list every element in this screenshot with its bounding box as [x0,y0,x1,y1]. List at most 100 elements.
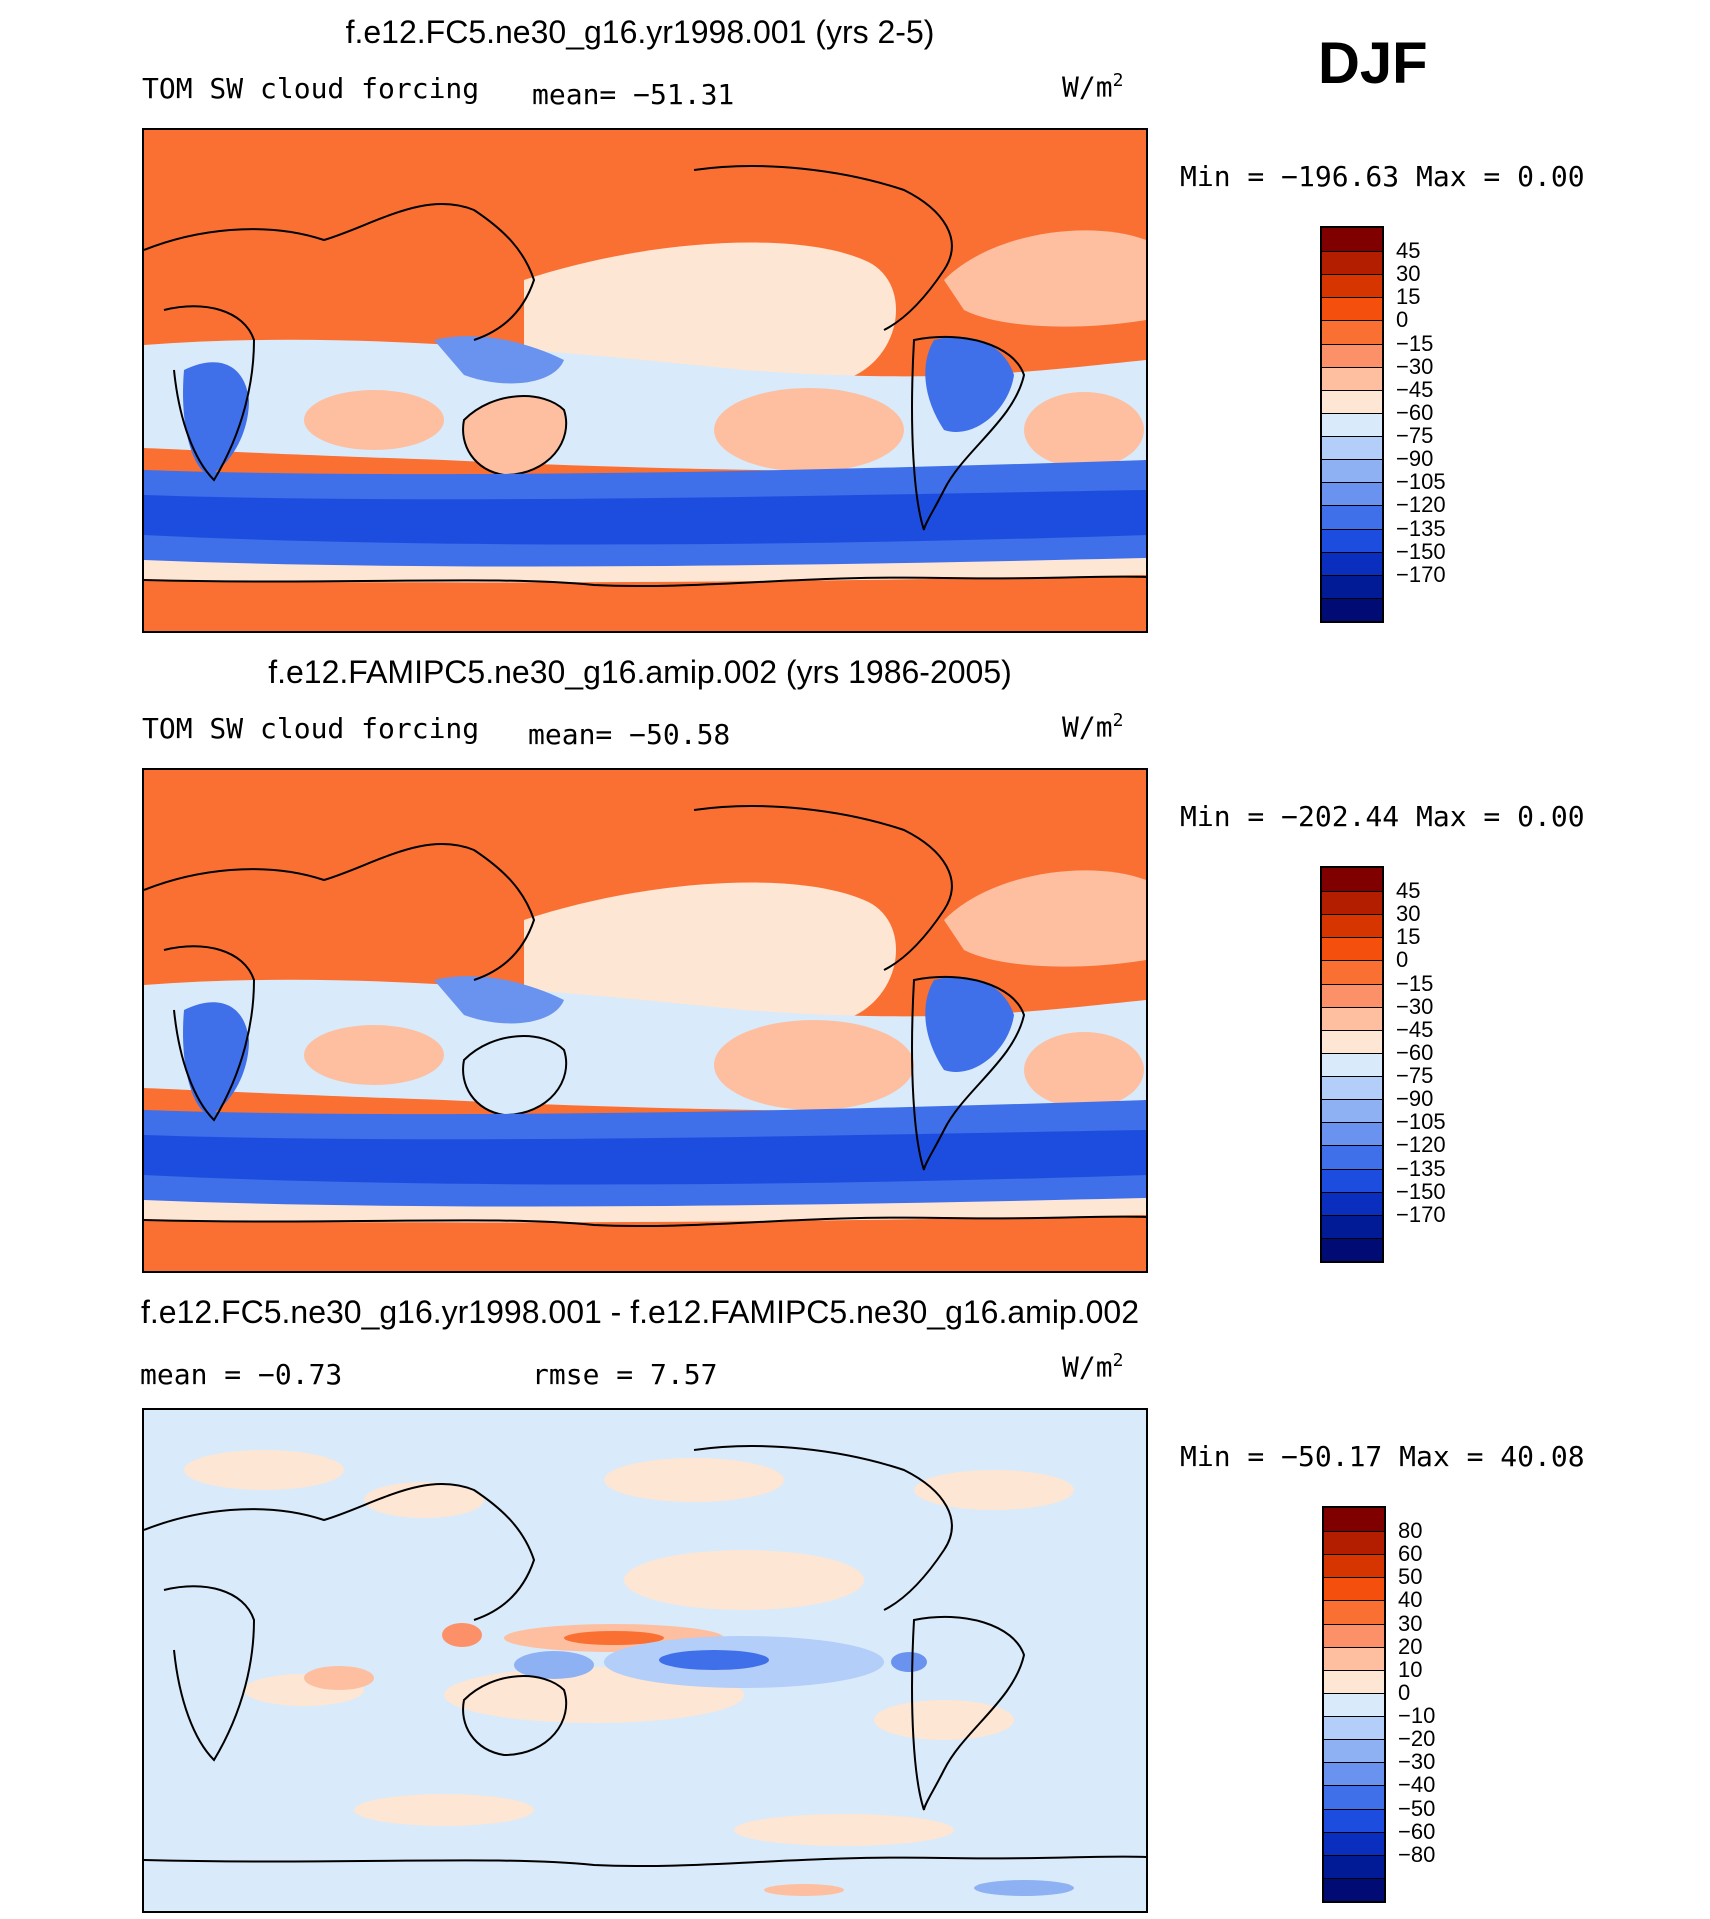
panel2-colorbar-swatch [1322,1029,1382,1053]
panel1-colorbar-swatch [1322,574,1382,598]
panel1-map-svg [144,130,1146,631]
panel2-colorbar-tick-label: −75 [1396,1063,1434,1089]
panel2-colorbar-swatch [1322,1076,1382,1100]
panel1-colorbar-tick-label: −75 [1396,423,1434,449]
panel1-colorbar-swatch [1322,251,1382,275]
panel1-colorbar-swatch [1322,505,1382,529]
panel2-colorbar-tick-label: −30 [1396,993,1434,1019]
panel2-colorbar-tick-label: −170 [1396,1201,1446,1227]
panel1-southern-edge [144,558,1146,583]
panel2-antarctica-coast [144,1215,1146,1228]
panel1-colorbar-tick-label: 45 [1396,238,1421,264]
panel3-cool-pacific-core [659,1650,769,1670]
panel3-colorbar-swatch [1324,1762,1384,1786]
panel2-australia [462,1035,568,1117]
panel3-colorbar-swatch [1324,1531,1384,1555]
panel2-colorbar-tick-label: −150 [1396,1178,1446,1204]
panel1-colorbar-tick-label: −30 [1396,353,1434,379]
panel3-colorbar-swatch [1324,1716,1384,1740]
panel1-north-atlantic-band [944,230,1146,327]
panel3-warm-patch-2 [364,1482,484,1518]
panel1-colorbar-tick-label: −90 [1396,446,1434,472]
panel2-south-indian-patch [304,1025,444,1085]
panel3-warm-antarctic [764,1884,844,1896]
panel3-title: f.e12.FC5.ne30_g16.yr1998.001 - f.e12.FA… [140,1294,1139,1330]
panel3-colorbar-swatch [1324,1785,1384,1809]
panel2-colorbar-tick-label: −90 [1396,1086,1434,1112]
panel3-colorbar: 80 60 50 40 30 20 10 0 −10 −20 −30 −40 −50 −60 −80 [1322,1506,1435,1903]
panel3-colorbar-tick-label: 40 [1398,1587,1423,1613]
panel1-north-pacific-band [524,242,897,384]
panel3-warm-core-pacific [564,1631,664,1645]
panel3-warm-patch-9 [354,1794,534,1826]
panel1-colorbar-swatch [1322,389,1382,413]
panel1-mean: mean= −51.31 [532,78,735,111]
panel3-colorbar-swatch [1324,1508,1384,1532]
panel2-southern-edge [144,1198,1146,1223]
panel3-colorbar-swatch [1324,1877,1384,1901]
panel1-colorbar-tick-label: 0 [1396,307,1409,333]
panel2-samerica-coast [911,976,1026,1171]
panel1-colorbar-tick-label: −170 [1396,561,1446,587]
panel1-colorbar-tick-label: −45 [1396,376,1434,402]
panel1-colorbar-tick-label: −60 [1396,399,1434,425]
panel1-maritime-convection [434,336,564,384]
panel3-colorbar-swatch [1324,1669,1384,1693]
panel3-minmax: Min = −50.17 Max = 40.08 [1180,1440,1585,1473]
panel1-eurasia-coast [144,203,536,341]
panel3-colorbar-tick-label: 60 [1398,1541,1423,1567]
panel1-colorbar-swatch [1322,597,1382,621]
panel1-colorbar-swatch [1322,551,1382,575]
panel1-title: f.e12.FC5.ne30_g16.yr1998.001 (yrs 2-5) [345,14,935,50]
panel2-map-svg [144,770,1146,1271]
panel2-colorbar-swatch [1322,914,1382,938]
panel2-colorbar-tick-label: 30 [1396,901,1421,927]
panel3-warm-patch-8 [874,1700,1014,1740]
panel2-colorbar-swatch [1322,1168,1382,1192]
panel2-colorbar-swatch [1322,1214,1382,1238]
panel2-namerica-coast [693,805,953,971]
panel1-variable: TOM SW cloud forcing [142,72,480,105]
panel3-colorbar-tick-label: −50 [1398,1795,1436,1821]
panel2-colorbar-tick-label: 0 [1396,947,1409,973]
panel2-units: W/m2 [1062,710,1124,744]
panel2-colorbar-swatch [1322,891,1382,915]
panel1-colorbar-swatch [1322,482,1382,506]
season-label: DJF [1318,31,1428,96]
panel3-colorbar-tick-label: 30 [1398,1610,1423,1636]
panel2-sepac-stratocumulus [714,1020,914,1110]
panel3-eurasia-coast [144,1483,536,1621]
panel1-southern-ocean-core [144,490,1146,545]
panel2-colorbar-tick-label: −60 [1396,1039,1434,1065]
panel2-africa-coast [163,945,256,1122]
panel2-colorbar-swatch [1322,983,1382,1007]
panel2-colorbar-tick-label: 45 [1396,878,1421,904]
panel1-colorbar-swatch [1322,297,1382,321]
panel1-samerica-convection [925,336,1014,432]
panel3-colorbar-swatch [1324,1831,1384,1855]
panel1-map [142,128,1148,633]
panel1-units: W/m2 [1062,70,1124,104]
panel2-southern-ocean-core [144,1130,1146,1185]
panel3-antarctica-coast [144,1855,1146,1868]
panel1-colorbar-swatch [1322,528,1382,552]
panel3-colorbar-swatch [1324,1692,1384,1717]
panel1-minmax: Min = −196.63 Max = 0.00 [1180,160,1585,193]
panel2-colorbar-swatch [1322,1099,1382,1123]
panel3-warm-patch-5 [624,1550,864,1610]
panel3-warm-patch-1 [184,1450,344,1490]
panel2-colorbar-tick-label: −15 [1396,970,1434,996]
panel1-antarctica-coast [144,575,1146,588]
panel2-colorbar-swatch [1322,1237,1382,1261]
panel2-colorbar-swatch [1322,937,1382,961]
panel2-colorbar-tick-label: 15 [1396,924,1421,950]
panel1-south-indian-patch [304,390,444,450]
panel3-colorbar-tick-label: −80 [1398,1841,1436,1867]
panel2-colorbar-swatch [1322,1191,1382,1215]
panel1-africa-coast [163,305,256,482]
panel1-sepac-stratocumulus [714,388,904,472]
panel1-australia [462,395,568,477]
panel3-colorbar-tick-label: −10 [1398,1703,1436,1729]
panel2-colorbar-swatch [1322,868,1382,892]
panel1-colorbar-tick-label: −135 [1396,515,1446,541]
